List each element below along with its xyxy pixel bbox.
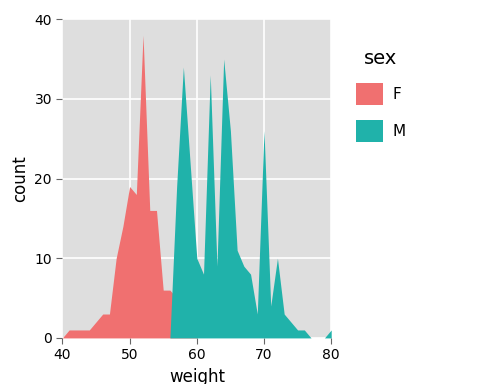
Y-axis label: count: count bbox=[11, 155, 29, 202]
Legend: F, M: F, M bbox=[349, 43, 412, 148]
X-axis label: weight: weight bbox=[169, 368, 225, 384]
